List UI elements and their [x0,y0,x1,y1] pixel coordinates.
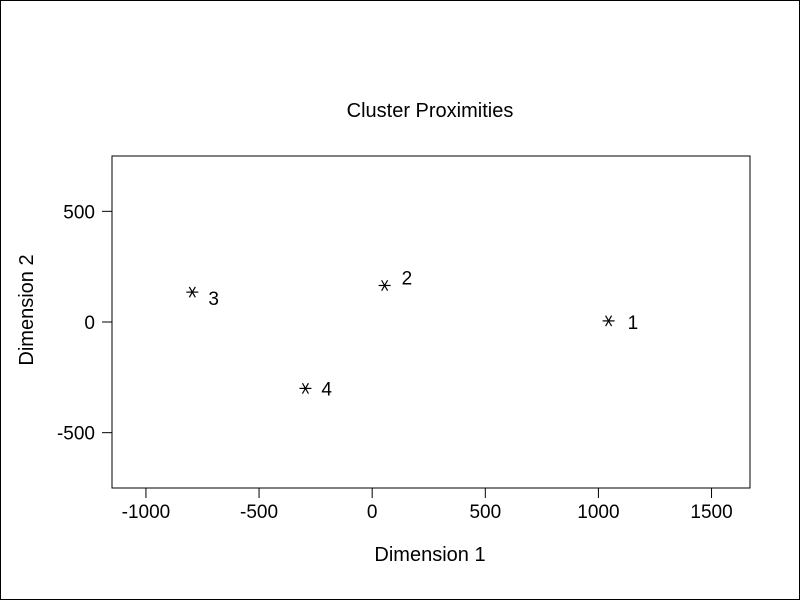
x-axis-label: Dimension 1 [374,544,485,566]
y-axis-label: Dimension 2 [16,254,38,365]
y-tick-label: 500 [63,202,95,223]
point-2-marker [378,279,391,291]
point-3-marker [186,286,199,298]
point-4-marker [299,382,312,394]
x-tick-label: 1500 [690,502,732,523]
x-tick-label: -1000 [122,502,171,523]
x-tick-label: -500 [240,502,278,523]
point-4-label: 4 [321,379,332,400]
point-3-label: 3 [208,289,219,310]
x-axis-ticks: -1000 -500 0 500 1000 1500 [122,488,733,523]
x-tick-label: 500 [469,502,501,523]
y-axis-ticks: -500 0 500 [57,202,112,445]
x-tick-label: 1000 [577,502,619,523]
y-tick-label: 0 [84,313,95,334]
point-1-marker [602,315,615,327]
point-2-label: 2 [402,268,413,289]
x-tick-label: 0 [367,502,378,523]
data-points: 1 2 3 4 [186,268,638,400]
y-tick-label: -500 [57,424,95,445]
plot-area [111,155,751,489]
chart-title: Cluster Proximities [347,100,514,122]
point-1-label: 1 [628,313,639,334]
